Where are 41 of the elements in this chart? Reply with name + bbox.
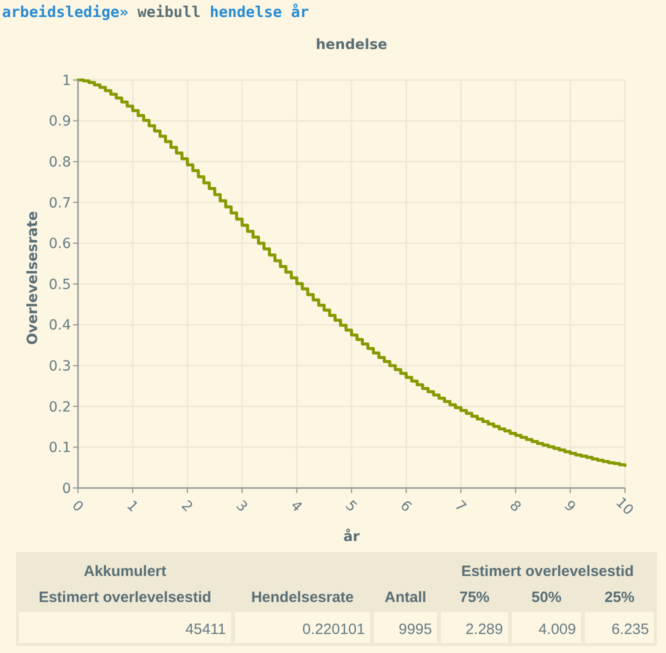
x-tick-label: 7 <box>451 498 470 516</box>
x-axis-title: år <box>343 528 360 545</box>
x-tick-label: 3 <box>232 498 250 516</box>
y-axis-title: Overlevelsesrate <box>25 211 41 345</box>
text: Akkumulert <box>84 563 166 580</box>
y-tick-label: 0.9 <box>48 114 71 130</box>
text: weibull <box>137 3 201 21</box>
y-tick-label: 0.4 <box>48 318 72 334</box>
x-tick-label: 8 <box>506 498 524 516</box>
x-tick-label: 2 <box>178 498 196 516</box>
y-tick-label: 0.7 <box>48 195 71 212</box>
text: hendelse år <box>210 3 310 21</box>
y-tick-label: 0.8 <box>48 154 71 170</box>
y-tick-label: 0.3 <box>48 358 71 374</box>
text: arbeidsledige» <box>2 3 128 21</box>
category-label: 25% <box>604 589 635 606</box>
y-tick-label: 0.1 <box>48 440 71 456</box>
data-label: 4.009 <box>538 621 576 638</box>
chart-title: hendelse <box>316 37 388 53</box>
x-tick-label: 5 <box>342 498 360 516</box>
data-label: 45411 <box>185 621 226 638</box>
y-tick-label: 0 <box>62 480 71 497</box>
y-tick-label: 0.6 <box>48 236 72 252</box>
x-tick-label: 9 <box>560 498 578 516</box>
category-label: Hendelsesrate <box>251 589 354 606</box>
category-label: Estimert overlevelsestid <box>38 589 212 606</box>
data-label: 2.289 <box>465 621 503 638</box>
data-label: 6.235 <box>611 621 649 638</box>
category-label: 75% <box>459 589 490 606</box>
category-label: 50% <box>531 589 562 606</box>
y-tick-label: 0.5 <box>48 276 71 293</box>
category-label: Antall <box>384 589 426 606</box>
x-tick-label: 1 <box>123 498 141 516</box>
y-tick-label: 1 <box>62 72 71 89</box>
x-tick-label: 6 <box>396 498 414 516</box>
data-label: 0.220101 <box>302 621 365 638</box>
text: Estimert overlevelsestid <box>461 563 634 580</box>
x-tick-label: 10 <box>612 494 636 519</box>
x-tick-label: 4 <box>287 498 306 516</box>
y-tick-label: 0.2 <box>48 399 71 416</box>
data-label: 9995 <box>398 621 432 638</box>
